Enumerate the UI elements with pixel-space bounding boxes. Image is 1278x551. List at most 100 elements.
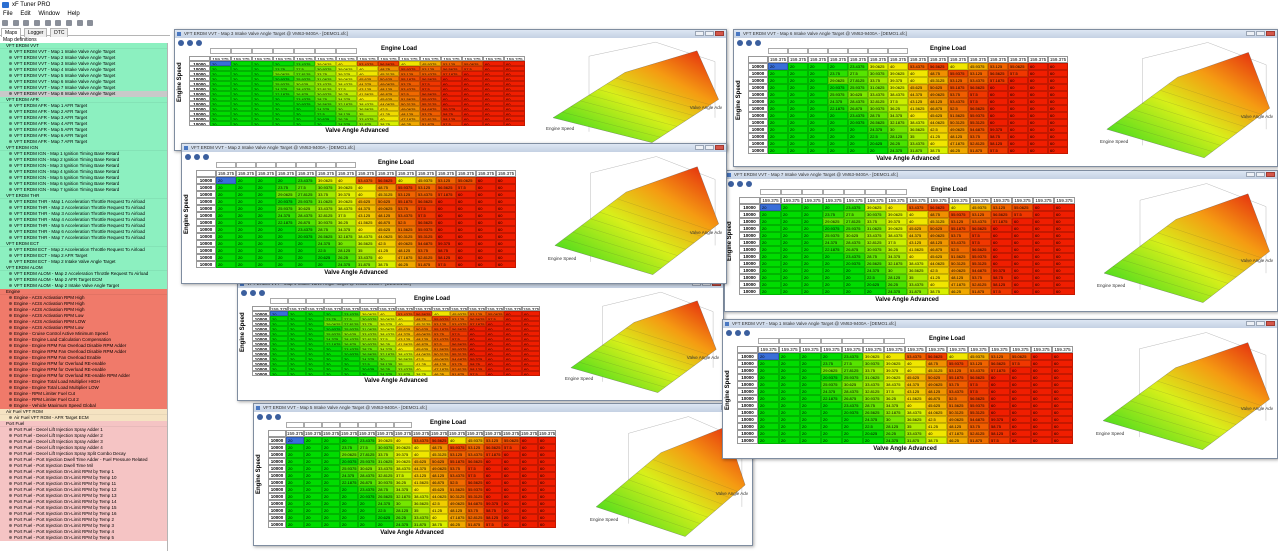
map-cell[interactable]: 20 xyxy=(270,356,288,361)
map-cell[interactable]: 22.5 xyxy=(316,247,336,254)
column-header[interactable]: 159.375 xyxy=(340,430,358,437)
map-cell[interactable]: 55.0625 xyxy=(1012,204,1033,211)
map-cell[interactable]: 20 xyxy=(216,226,236,233)
map-cell[interactable]: 40 xyxy=(356,191,376,198)
map-cell[interactable]: 23.75 xyxy=(340,444,358,451)
map-cell[interactable]: 49.0625 xyxy=(376,205,396,212)
map-cell[interactable]: 60 xyxy=(486,321,504,326)
map-cell[interactable]: 39.0625 xyxy=(863,353,884,360)
map-cell[interactable]: 20 xyxy=(779,395,800,402)
map-cell[interactable]: 20 xyxy=(236,212,256,219)
map-cell[interactable]: 20 xyxy=(781,267,802,274)
tree-item[interactable]: VFT ERDM THR - Map 5 Acceleration Thrott… xyxy=(0,223,167,229)
edit-field[interactable] xyxy=(270,298,288,304)
map-cell[interactable]: 40 xyxy=(399,61,420,66)
map-cell[interactable]: 45.625 xyxy=(907,225,928,232)
map-cell[interactable]: 47.1875 xyxy=(949,281,970,288)
map-cell[interactable]: 45.625 xyxy=(414,346,432,351)
row-header[interactable]: 10000 xyxy=(252,331,270,336)
row-header[interactable]: 10000 xyxy=(737,416,758,423)
row-header[interactable]: 10000 xyxy=(252,311,270,316)
map-cell[interactable]: 20 xyxy=(270,341,288,346)
map-cell[interactable]: 60 xyxy=(1054,232,1075,239)
map-cell[interactable]: 20 xyxy=(779,367,800,374)
map-cell[interactable]: 20 xyxy=(216,233,236,240)
map-cell[interactable]: 60 xyxy=(483,76,504,81)
map-cell[interactable]: 30.625 xyxy=(342,331,360,336)
map-cell[interactable]: 23.75 xyxy=(273,66,294,71)
map-cell[interactable]: 50.3125 xyxy=(399,101,420,106)
map-cell[interactable]: 49.0625 xyxy=(378,81,399,86)
map-cell[interactable]: 28.4375 xyxy=(848,98,868,105)
map-cell[interactable]: 25.9375 xyxy=(828,91,848,98)
map-cell[interactable]: 60 xyxy=(520,507,538,514)
map-cell[interactable]: 60 xyxy=(1048,126,1068,133)
map-cell[interactable]: 60 xyxy=(504,326,522,331)
map-cell[interactable]: 60 xyxy=(484,479,502,486)
map-cell[interactable]: 33.75 xyxy=(360,321,378,326)
map-cell[interactable]: 55.9375 xyxy=(416,226,436,233)
map-cell[interactable]: 45.625 xyxy=(378,96,399,101)
map-cell[interactable]: 60 xyxy=(484,486,502,493)
map-cell[interactable]: 40 xyxy=(356,226,376,233)
map-cell[interactable]: 58.125 xyxy=(989,430,1010,437)
row-header[interactable]: 10000 xyxy=(737,374,758,381)
map-cell[interactable]: 60 xyxy=(462,76,483,81)
map-cell[interactable]: 60 xyxy=(1031,437,1052,444)
map-cell[interactable]: 35 xyxy=(396,361,414,366)
map-cell[interactable]: 20 xyxy=(256,254,276,261)
edit-field[interactable] xyxy=(256,162,276,168)
row-header[interactable]: 10000 xyxy=(196,177,216,184)
map-cell[interactable]: 20 xyxy=(802,253,823,260)
map-cell[interactable]: 20 xyxy=(800,416,821,423)
map-cell[interactable]: 20 xyxy=(758,388,779,395)
map-cell[interactable]: 30.9375 xyxy=(315,66,336,71)
row-header[interactable]: 10000 xyxy=(748,77,768,84)
map-cell[interactable]: 29.0625 xyxy=(324,321,342,326)
column-header[interactable]: 159.375 xyxy=(324,306,342,311)
map-cell[interactable]: 20 xyxy=(252,121,273,126)
map-cell[interactable]: 40 xyxy=(905,402,926,409)
map-cell[interactable]: 28.4375 xyxy=(294,86,315,91)
edit-field[interactable] xyxy=(863,338,884,344)
map-cell[interactable]: 60 xyxy=(989,388,1010,395)
row-header[interactable]: 10000 xyxy=(748,147,768,154)
map-cell[interactable]: 60 xyxy=(520,437,538,444)
map-cell[interactable]: 60 xyxy=(1008,133,1028,140)
window-title[interactable]: VFT ERDM VVT - Map 5 Intake Valve Angle … xyxy=(254,404,752,412)
map-cell[interactable]: 53.75 xyxy=(416,247,436,254)
map-cell[interactable]: 20 xyxy=(210,76,231,81)
map-cell[interactable]: 20 xyxy=(322,458,340,465)
map-cell[interactable]: 60 xyxy=(1052,374,1073,381)
map-cell[interactable]: 48.125 xyxy=(949,274,970,281)
map-cell[interactable]: 30.625 xyxy=(842,381,863,388)
map-cell[interactable]: 60 xyxy=(436,226,456,233)
map-cell[interactable]: 54.6875 xyxy=(420,106,441,111)
tree-item[interactable]: Engine - Vehicle Maximum Speed Global xyxy=(0,403,167,409)
map-cell[interactable]: 60 xyxy=(468,351,486,356)
tree-item[interactable]: VFT ERDM VVT - Map 4 Intake Valve Angle … xyxy=(0,67,167,73)
map-cell[interactable]: 20 xyxy=(842,416,863,423)
map-cell[interactable]: 60 xyxy=(496,226,516,233)
map-cell[interactable]: 39.0625 xyxy=(868,63,888,70)
map-cell[interactable]: 20 xyxy=(768,63,788,70)
map-cell[interactable]: 20 xyxy=(316,261,336,268)
map-cell[interactable]: 24.375 xyxy=(324,336,342,341)
column-header[interactable]: 159.375 xyxy=(823,197,844,204)
map-cell[interactable]: 20 xyxy=(768,105,788,112)
map-cell[interactable]: 20 xyxy=(288,356,306,361)
map-cell[interactable]: 60 xyxy=(1010,430,1031,437)
map-cell[interactable]: 57.5 xyxy=(484,521,502,528)
map-cell[interactable]: 20 xyxy=(788,140,808,147)
map-cell[interactable]: 43.125 xyxy=(908,98,928,105)
map-cell[interactable]: 60 xyxy=(1054,274,1075,281)
map-cell[interactable]: 53.4375 xyxy=(357,61,378,66)
map-cell[interactable]: 20 xyxy=(863,437,884,444)
map-cell[interactable]: 57.5 xyxy=(416,205,436,212)
map-cell[interactable]: 20 xyxy=(340,486,358,493)
surface-plot[interactable]: Valve Angle Adv Engine Speed xyxy=(1094,330,1275,456)
map-cell[interactable]: 20 xyxy=(216,198,236,205)
column-header[interactable]: 159.375 xyxy=(441,56,462,61)
map-cell[interactable]: 59.375 xyxy=(441,106,462,111)
map-cell[interactable]: 60 xyxy=(538,444,556,451)
